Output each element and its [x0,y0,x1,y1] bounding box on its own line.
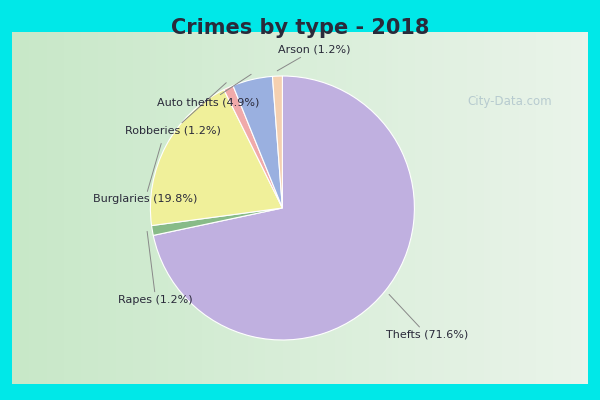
Wedge shape [151,90,283,226]
Wedge shape [233,76,283,208]
Wedge shape [224,86,283,208]
Text: Arson (1.2%): Arson (1.2%) [277,45,350,71]
Text: Burglaries (19.8%): Burglaries (19.8%) [93,144,197,204]
Wedge shape [272,76,283,208]
Text: Crimes by type - 2018: Crimes by type - 2018 [171,18,429,38]
Text: Rapes (1.2%): Rapes (1.2%) [118,232,193,304]
Text: City-Data.com: City-Data.com [467,95,551,108]
Wedge shape [152,208,283,236]
Text: Robberies (1.2%): Robberies (1.2%) [125,83,226,136]
Text: Auto thefts (4.9%): Auto thefts (4.9%) [157,74,260,107]
Text: Thefts (71.6%): Thefts (71.6%) [386,294,468,340]
Wedge shape [153,76,415,340]
